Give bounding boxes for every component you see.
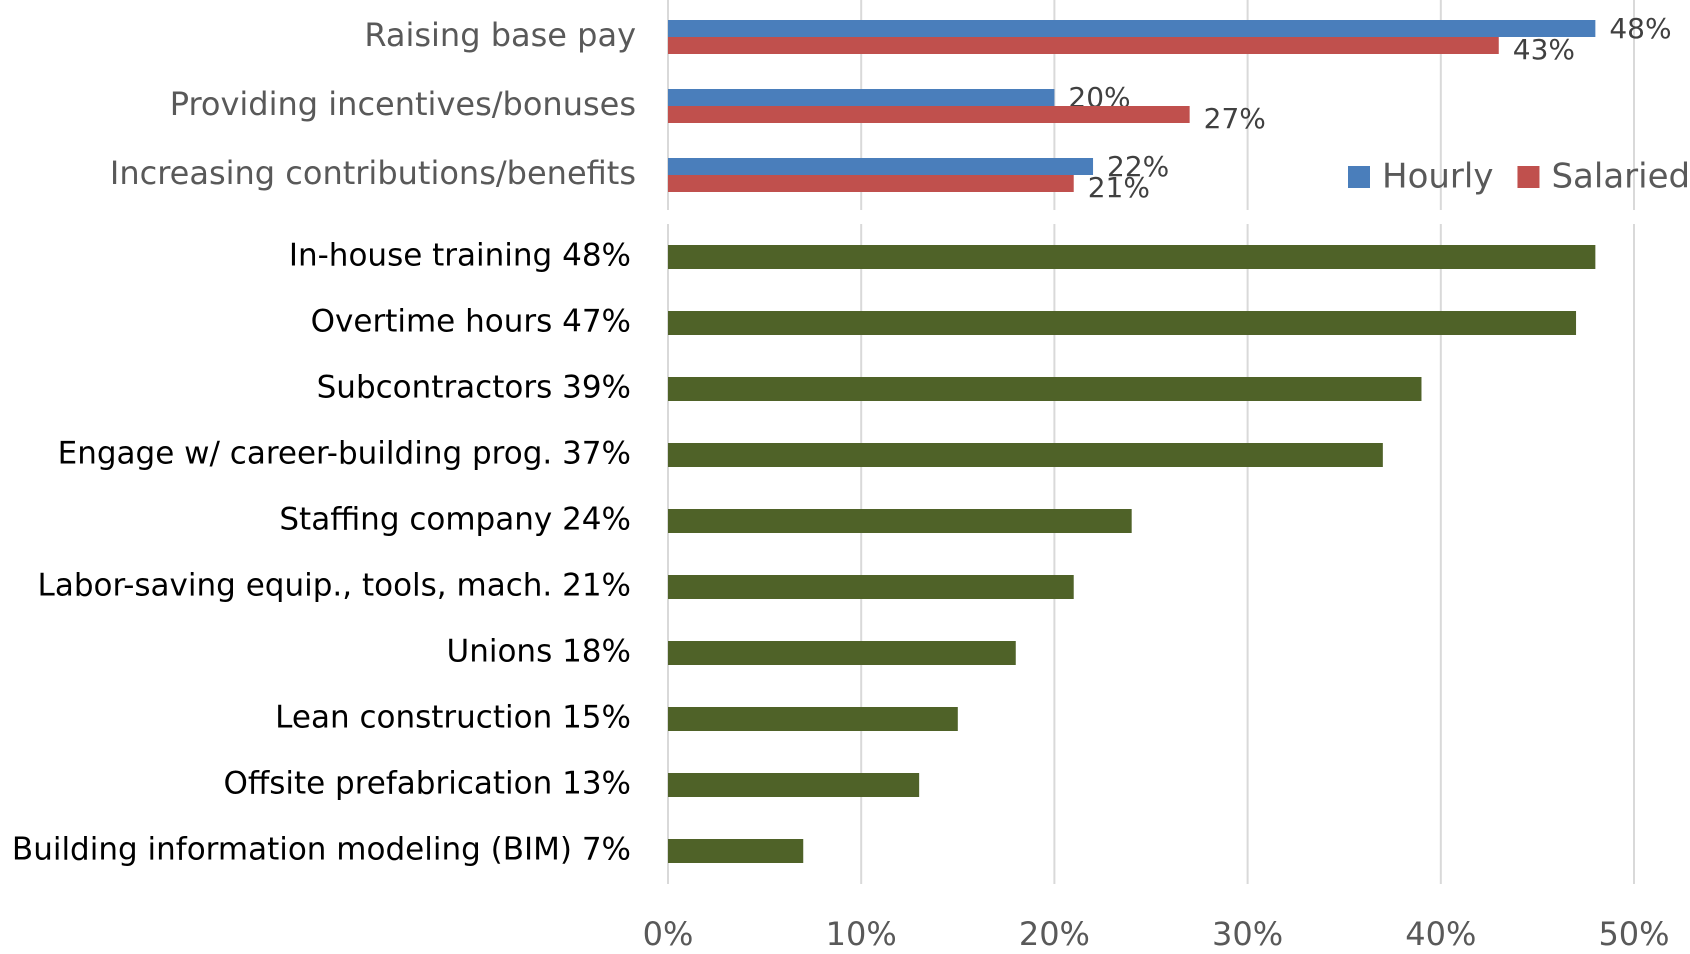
bar xyxy=(668,37,1499,54)
value-label: 27% xyxy=(1204,102,1266,135)
value-label: 48% xyxy=(1609,12,1671,45)
bar xyxy=(668,245,1596,269)
x-tick-label: 10% xyxy=(826,915,897,953)
legend-swatch xyxy=(1517,166,1540,188)
value-label: 22% xyxy=(1107,150,1169,183)
category-label: Lean construction 15% xyxy=(275,700,631,736)
bar xyxy=(668,641,1016,665)
bar xyxy=(668,839,804,863)
bar xyxy=(668,158,1094,175)
bar xyxy=(668,20,1596,37)
bar xyxy=(668,509,1132,533)
bar xyxy=(668,377,1422,401)
category-label: Overtime hours 47% xyxy=(311,304,631,340)
value-label: 43% xyxy=(1513,33,1575,66)
legend-swatch xyxy=(1348,166,1370,188)
category-label: In-house training 48% xyxy=(289,238,631,274)
category-label: Unions 18% xyxy=(447,634,631,670)
category-label: Labor-saving equip., tools, mach. 21% xyxy=(38,568,631,604)
x-tick-label: 50% xyxy=(1598,915,1669,953)
x-tick-label: 40% xyxy=(1405,915,1476,953)
category-label: Subcontractors 39% xyxy=(317,370,631,406)
x-tick-label: 0% xyxy=(643,915,694,953)
category-label: Staffing company 24% xyxy=(279,502,631,538)
bar xyxy=(668,175,1074,192)
category-label: Providing incentives/bonuses xyxy=(170,85,636,123)
bar xyxy=(668,106,1190,123)
legend-label: Salaried xyxy=(1551,157,1690,197)
legend-label: Hourly xyxy=(1382,157,1493,197)
x-tick-label: 20% xyxy=(1019,915,1090,953)
bar xyxy=(668,707,958,731)
bar xyxy=(668,575,1074,599)
category-label: Engage w/ career-building prog. 37% xyxy=(58,436,631,472)
x-tick-label: 30% xyxy=(1212,915,1283,953)
bar xyxy=(668,443,1383,467)
category-label: Offsite prefabrication 13% xyxy=(223,766,631,802)
bar xyxy=(668,773,920,797)
category-label: Increasing contributions/benefits xyxy=(110,154,636,192)
bar xyxy=(668,89,1055,106)
category-label: Building information modeling (BIM) 7% xyxy=(12,832,631,868)
bar xyxy=(668,311,1577,335)
value-label: 21% xyxy=(1088,171,1150,204)
category-label: Raising base pay xyxy=(364,16,636,54)
